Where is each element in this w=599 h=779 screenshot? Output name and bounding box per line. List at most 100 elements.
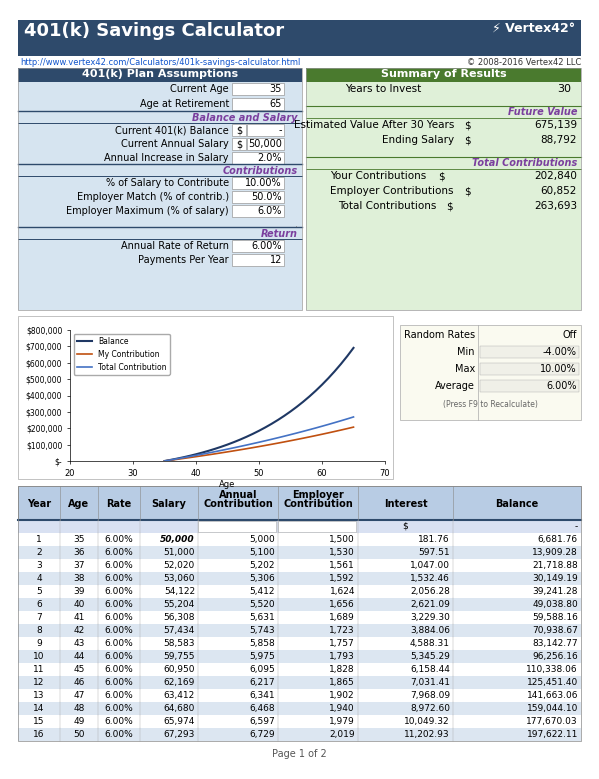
Text: Rate: Rate	[107, 499, 132, 509]
Text: Average: Average	[435, 381, 475, 391]
Bar	[18, 82, 302, 310]
Text: 42: 42	[73, 626, 84, 635]
Text: Max: Max	[455, 364, 475, 374]
Text: 6.00%: 6.00%	[105, 691, 134, 700]
Bar	[232, 191, 284, 203]
Text: 57,434: 57,434	[164, 626, 195, 635]
Text: 6.00%: 6.00%	[105, 665, 134, 674]
Text: Age: Age	[68, 499, 90, 509]
Text: Your Contributions: Your Contributions	[330, 171, 426, 181]
Text: 4: 4	[36, 574, 42, 583]
X-axis label: Age: Age	[219, 481, 235, 489]
Text: 38: 38	[73, 574, 84, 583]
Text: 35: 35	[73, 535, 84, 544]
Bar	[400, 325, 581, 420]
Bar	[232, 98, 284, 110]
Text: 5,743: 5,743	[249, 626, 275, 635]
Text: 60,852: 60,852	[541, 186, 577, 196]
Text: 4,588.31: 4,588.31	[410, 639, 450, 648]
Text: Annual: Annual	[219, 490, 257, 500]
Text: -: -	[279, 125, 282, 135]
Bar	[18, 559, 581, 572]
Text: 2,621.09: 2,621.09	[410, 600, 450, 609]
Text: 6.00%: 6.00%	[105, 548, 134, 557]
Text: 64,680: 64,680	[164, 704, 195, 713]
Text: Annual Rate of Return: Annual Rate of Return	[121, 241, 229, 251]
Text: 1,530: 1,530	[329, 548, 355, 557]
Text: -: -	[575, 522, 578, 531]
Bar	[18, 316, 393, 479]
Text: 3: 3	[36, 561, 42, 570]
Text: 8,972.60: 8,972.60	[410, 704, 450, 713]
Text: 6.00%: 6.00%	[105, 535, 134, 544]
Text: 6.00%: 6.00%	[105, 678, 134, 687]
Bar	[278, 521, 356, 532]
Text: 1,561: 1,561	[329, 561, 355, 570]
Bar	[232, 177, 284, 189]
Text: 50,000: 50,000	[248, 139, 282, 149]
Text: Age at Retirement: Age at Retirement	[140, 99, 229, 109]
Text: 53,060: 53,060	[164, 574, 195, 583]
Text: 1,979: 1,979	[329, 717, 355, 726]
Text: $: $	[464, 135, 471, 145]
Text: 41: 41	[73, 613, 84, 622]
Bar	[247, 124, 284, 136]
Text: 6.00%: 6.00%	[105, 730, 134, 739]
Text: 6,341: 6,341	[249, 691, 275, 700]
Text: 6,158.44: 6,158.44	[410, 665, 450, 674]
Text: Interest: Interest	[384, 499, 427, 509]
Text: 9: 9	[36, 639, 42, 648]
Text: 1,902: 1,902	[329, 691, 355, 700]
Text: 2.0%: 2.0%	[258, 153, 282, 163]
Text: 6.00%: 6.00%	[105, 704, 134, 713]
Text: .: .	[295, 219, 298, 229]
Text: 1,047.00: 1,047.00	[410, 561, 450, 570]
Text: 6.00%: 6.00%	[546, 381, 577, 391]
Text: 3,229.30: 3,229.30	[410, 613, 450, 622]
Bar	[18, 486, 581, 520]
Text: $: $	[403, 522, 409, 531]
Text: 125,451.40: 125,451.40	[527, 678, 578, 687]
Text: Min: Min	[458, 347, 475, 357]
Text: 13: 13	[34, 691, 45, 700]
Text: 65,974: 65,974	[164, 717, 195, 726]
Text: 1,865: 1,865	[329, 678, 355, 687]
Text: 1,656: 1,656	[329, 600, 355, 609]
Text: 30,149.19: 30,149.19	[533, 574, 578, 583]
Text: 6.0%: 6.0%	[258, 206, 282, 216]
Text: $: $	[446, 201, 453, 211]
Text: 6.00%: 6.00%	[105, 639, 134, 648]
Text: 2,056.28: 2,056.28	[410, 587, 450, 596]
Bar	[18, 702, 581, 715]
Text: 49,038.80: 49,038.80	[533, 600, 578, 609]
Text: 51,000: 51,000	[164, 548, 195, 557]
Text: 6,095: 6,095	[249, 665, 275, 674]
Text: 159,044.10: 159,044.10	[527, 704, 578, 713]
Text: 6,468: 6,468	[249, 704, 275, 713]
Text: 5,975: 5,975	[249, 652, 275, 661]
Bar	[18, 728, 581, 741]
Text: 50: 50	[73, 730, 84, 739]
Bar	[18, 624, 581, 637]
Text: Contribution: Contribution	[283, 499, 353, 509]
Bar	[18, 598, 581, 611]
Text: Salary: Salary	[152, 499, 186, 509]
Text: 55,204: 55,204	[164, 600, 195, 609]
Text: Ending Salary: Ending Salary	[382, 135, 454, 145]
Bar	[18, 20, 581, 56]
Text: Contribution: Contribution	[203, 499, 273, 509]
Bar	[232, 254, 284, 266]
Text: 5,100: 5,100	[249, 548, 275, 557]
Text: Contributions: Contributions	[223, 166, 298, 176]
Text: 10: 10	[34, 652, 45, 661]
Text: 5: 5	[36, 587, 42, 596]
Text: 47: 47	[73, 691, 84, 700]
Bar	[480, 346, 579, 358]
Text: 1,500: 1,500	[329, 535, 355, 544]
Text: 5,631: 5,631	[249, 613, 275, 622]
Text: 59,755: 59,755	[164, 652, 195, 661]
Text: $: $	[236, 125, 242, 135]
Text: 16: 16	[34, 730, 45, 739]
Text: % of Salary to Contribute: % of Salary to Contribute	[106, 178, 229, 188]
Text: $: $	[438, 171, 444, 181]
